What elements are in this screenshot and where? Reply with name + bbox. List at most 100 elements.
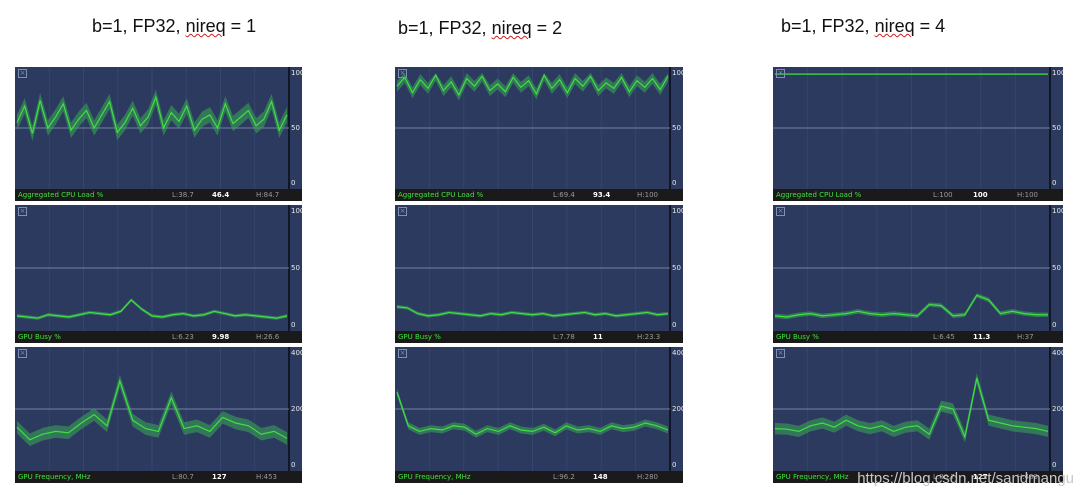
y-tick-label: 50 [672, 264, 681, 272]
monitor-panel: × 100 50 0 Aggregated CPU Load % L:69.4 93.4 H:… [395, 67, 683, 201]
plot-area [15, 347, 290, 471]
y-tick-label: 0 [672, 461, 677, 469]
range-band [17, 89, 287, 142]
column-title-1: b=1, FP32, nireq = 1 [92, 16, 256, 37]
low-value: L:96.2 [553, 473, 575, 481]
column-title-nireq: nireq [185, 16, 226, 36]
y-tick-label: 0 [291, 179, 296, 187]
close-icon[interactable]: × [398, 207, 407, 216]
high-value: H:23.3 [637, 333, 661, 341]
plot-area [395, 67, 671, 189]
low-value: L:80.7 [172, 473, 194, 481]
series-line [774, 378, 1049, 440]
y-tick-label: 200 [1052, 405, 1063, 413]
series-line [16, 299, 288, 319]
close-icon[interactable]: × [18, 69, 27, 78]
plot-area [773, 347, 1051, 471]
high-value: H:453 [256, 473, 277, 481]
close-icon[interactable]: × [398, 349, 407, 358]
current-value: 11.3 [973, 333, 991, 341]
monitor-panel: × 400 200 0 GPU Frequency, MHz L:80.7 127 H:453 [15, 347, 302, 483]
monitor-panel: × 100 50 0 Aggregated CPU Load % L:100 100 H:10… [773, 67, 1063, 201]
plot-area [395, 205, 671, 331]
chart-title: Aggregated CPU Load % [776, 191, 862, 199]
watermark: https://blog.csdn.net/sandmangu [857, 470, 1074, 487]
plot-area [773, 205, 1051, 331]
y-tick-label: 0 [672, 321, 677, 329]
close-icon[interactable]: × [398, 69, 407, 78]
close-icon[interactable]: × [776, 349, 785, 358]
y-tick-label: 50 [291, 124, 300, 132]
monitor-panel: × 100 50 0 GPU Busy % L:7.78 11 H:23.3 [395, 205, 683, 343]
column-title-2: b=1, FP32, nireq = 2 [398, 18, 562, 39]
chart-title: GPU Busy % [776, 333, 819, 341]
y-tick-label: 100 [1052, 207, 1063, 215]
y-tick-label: 0 [291, 321, 296, 329]
y-tick-label: 0 [1052, 461, 1057, 469]
column-title-nireq: nireq [491, 18, 532, 38]
current-value: 46.4 [212, 191, 230, 199]
close-icon[interactable]: × [18, 207, 27, 216]
low-value: L:7.78 [553, 333, 575, 341]
high-value: H:100 [1017, 191, 1038, 199]
column-title-prefix: b=1, FP32, [92, 16, 186, 36]
chart-title: Aggregated CPU Load % [398, 191, 484, 199]
plot-area [773, 67, 1051, 189]
low-value: L:6.23 [172, 333, 194, 341]
current-value: 127 [973, 473, 988, 481]
close-icon[interactable]: × [776, 207, 785, 216]
y-tick-label: 0 [672, 179, 677, 187]
column-title-prefix: b=1, FP32, [781, 16, 875, 36]
column-title-suffix: = 1 [225, 16, 257, 36]
status-bar: Aggregated CPU Load % L:69.4 93.4 H:100 [395, 189, 683, 201]
column-title-3: b=1, FP32, nireq = 4 [781, 16, 945, 37]
status-bar: GPU Frequency, MHz L:96.2 148 H:280 [395, 471, 683, 483]
status-bar: GPU Busy % L:6.45 11.3 H:37 [773, 331, 1063, 343]
chart-title: GPU Busy % [398, 333, 441, 341]
series-line [396, 392, 669, 435]
current-value: 148 [593, 473, 608, 481]
y-tick-label: 0 [1052, 321, 1057, 329]
plot-area [395, 347, 671, 471]
y-tick-label: 50 [291, 264, 300, 272]
monitor-panel: × 100 50 0 GPU Busy % L:6.45 11.3 H:37 [773, 205, 1063, 343]
high-value: H:453 [1017, 473, 1038, 481]
chart-title: GPU Frequency, MHz [398, 473, 471, 481]
low-value: L:100 [933, 191, 953, 199]
chart-title: Aggregated CPU Load % [18, 191, 104, 199]
y-tick-label: 200 [291, 405, 302, 413]
low-value: L:80.7 [933, 473, 955, 481]
series-line [396, 306, 669, 317]
current-value: 127 [212, 473, 227, 481]
high-value: H:37 [1017, 333, 1034, 341]
status-bar: GPU Frequency, MHz L:80.7 127 H:453 [15, 471, 302, 483]
low-value: L:38.7 [172, 191, 194, 199]
y-tick-label: 400 [672, 349, 683, 357]
monitor-panel: × 100 50 0 GPU Busy % L:6.23 9.98 H:26.6 [15, 205, 302, 343]
close-icon[interactable]: × [18, 349, 27, 358]
chart-title: GPU Busy % [18, 333, 61, 341]
current-value: 9.98 [212, 333, 230, 341]
close-icon[interactable]: × [776, 69, 785, 78]
column-title-nireq: nireq [874, 16, 915, 36]
series-line [16, 378, 288, 441]
y-tick-label: 200 [672, 405, 683, 413]
range-band [775, 293, 1048, 320]
monitor-panel: × 400 200 0 GPU Frequency, MHz L:80.7 127 H:453 [773, 347, 1063, 483]
y-tick-label: 0 [1052, 179, 1057, 187]
range-band [17, 374, 287, 447]
series-line [396, 73, 669, 97]
plot-area [15, 205, 290, 331]
y-tick-label: 100 [291, 69, 302, 77]
y-tick-label: 50 [1052, 264, 1061, 272]
monitor-panel: × 100 50 0 Aggregated CPU Load % L:38.7 46.4 H:… [15, 67, 302, 201]
status-bar: GPU Busy % L:6.23 9.98 H:26.6 [15, 331, 302, 343]
monitor-panel: × 400 200 0 GPU Frequency, MHz L:96.2 148 H:280 [395, 347, 683, 483]
current-value: 11 [593, 333, 603, 341]
column-title-suffix: = 4 [914, 16, 946, 36]
column-title-prefix: b=1, FP32, [398, 18, 492, 38]
low-value: L:6.45 [933, 333, 955, 341]
status-bar: GPU Busy % L:7.78 11 H:23.3 [395, 331, 683, 343]
status-bar: Aggregated CPU Load % L:100 100 H:100 [773, 189, 1063, 201]
high-value: H:100 [637, 191, 658, 199]
